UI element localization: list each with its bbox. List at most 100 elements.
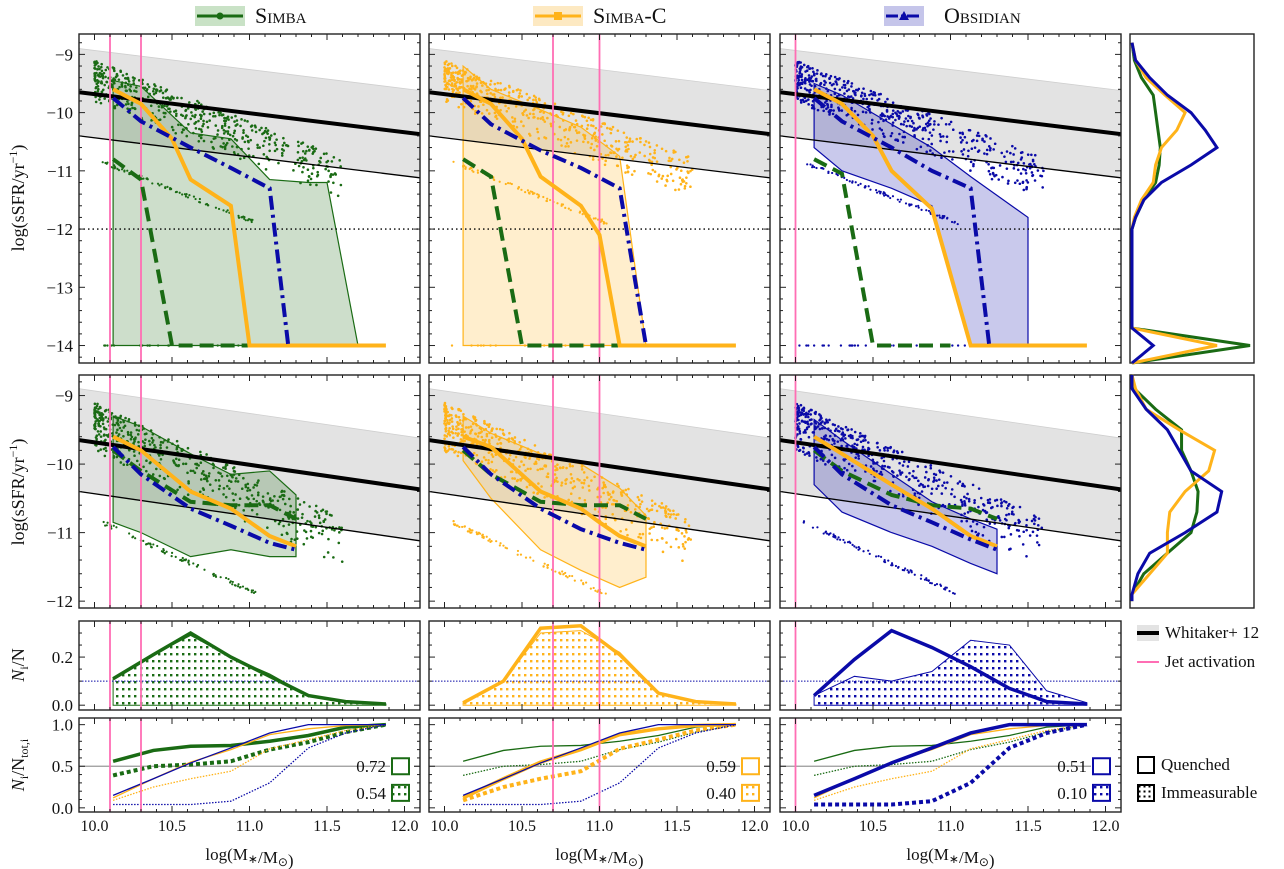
scatter-point [594, 126, 598, 130]
scatter-point [445, 72, 449, 75]
scatter-point [923, 476, 927, 479]
scatter-point [132, 450, 136, 453]
scatter-point [1000, 502, 1003, 505]
scatter-point [483, 419, 486, 423]
scatter-point [683, 520, 687, 524]
scatter-point [207, 472, 211, 475]
scatter-point [1020, 156, 1024, 159]
scatter-point [319, 161, 322, 164]
scatter-point [225, 463, 229, 467]
scatter-point [543, 120, 547, 123]
scatter-point [325, 160, 328, 164]
scatter-point [648, 152, 652, 156]
scatter-point [183, 193, 186, 196]
scatter-point [457, 70, 461, 73]
scatter-point [225, 576, 228, 580]
scatter-point [1033, 153, 1037, 157]
scatter-point [681, 180, 684, 183]
scatter-point [689, 185, 692, 189]
scatter-point [870, 122, 874, 125]
legend-simba-c: Simba-C [533, 2, 666, 30]
scatter-point [687, 524, 691, 528]
scatter-point [502, 433, 506, 437]
scatter-point [638, 532, 642, 536]
scatter-point [476, 169, 479, 172]
scatter-point [1030, 519, 1034, 523]
scatter-point [889, 196, 892, 200]
scatter-point [832, 109, 835, 112]
scatter-point [1011, 144, 1014, 148]
scatter-point [1018, 534, 1021, 538]
scatter-point [217, 207, 221, 211]
scatter-point [1021, 180, 1025, 184]
scatter-point [456, 434, 459, 437]
scatter-point [223, 122, 227, 125]
scatter-point [944, 588, 947, 591]
scatter-point [799, 437, 802, 441]
scatter-point [926, 121, 930, 125]
scatter-point [448, 413, 451, 417]
scatter-point [480, 435, 484, 439]
scatter-point [799, 101, 803, 104]
scatter-point [804, 431, 807, 434]
scatter-point [460, 430, 463, 434]
scatter-point [962, 484, 965, 487]
scatter-point [175, 112, 178, 116]
scatter-point [868, 107, 871, 111]
scatter-point [896, 110, 900, 113]
scatter-point [905, 475, 908, 479]
scatter-point [513, 477, 517, 480]
scatter-point [836, 440, 840, 443]
scatter-point [211, 489, 215, 492]
scatter-point [925, 578, 928, 582]
scatter-point [818, 413, 821, 416]
scatter-point [936, 484, 940, 488]
x-tick-label: 11.0 [236, 818, 263, 835]
scatter-point [310, 522, 313, 525]
scatter-point [119, 461, 123, 464]
scatter-point [870, 92, 873, 96]
scatter-point [445, 60, 448, 63]
scatter-point [857, 548, 860, 551]
scatter-point [93, 422, 97, 425]
scatter-point [591, 118, 595, 122]
scatter-point [898, 469, 901, 472]
scatter-point [452, 160, 455, 163]
scatter-point [476, 171, 480, 174]
scatter-point [801, 407, 805, 410]
scatter-point [813, 420, 816, 423]
scatter-point [192, 195, 196, 198]
scatter-point [539, 117, 543, 120]
legend-label-simba: Simba [255, 3, 307, 28]
scatter-point [658, 504, 661, 508]
scatter-point [613, 499, 616, 502]
scatter-point [113, 164, 116, 167]
scatter-point [800, 78, 804, 82]
scatter-point [977, 149, 981, 152]
scatter-point [564, 575, 568, 578]
scatter-point [457, 105, 461, 109]
scatter-point [216, 133, 219, 136]
scatter-point [240, 487, 244, 490]
scatter-point [807, 344, 810, 347]
scatter-point [549, 122, 553, 126]
scatter-point [864, 438, 867, 442]
scatter-point [572, 125, 576, 129]
scatter-point [901, 494, 905, 498]
scatter-point [674, 517, 678, 520]
scatter-point [849, 436, 853, 439]
scatter-point [827, 533, 830, 536]
scatter-point [837, 425, 840, 428]
scatter-point [672, 509, 675, 513]
scatter-point [889, 445, 893, 449]
scatter-point [327, 169, 330, 173]
scatter-point [150, 119, 153, 122]
scatter-point [529, 190, 532, 193]
scatter-point [242, 509, 246, 512]
scatter-point [302, 165, 305, 169]
scatter-point [853, 430, 857, 434]
scatter-point [511, 90, 515, 94]
scatter-point [175, 439, 179, 443]
scatter-point [661, 506, 665, 509]
scatter-point [625, 150, 629, 153]
